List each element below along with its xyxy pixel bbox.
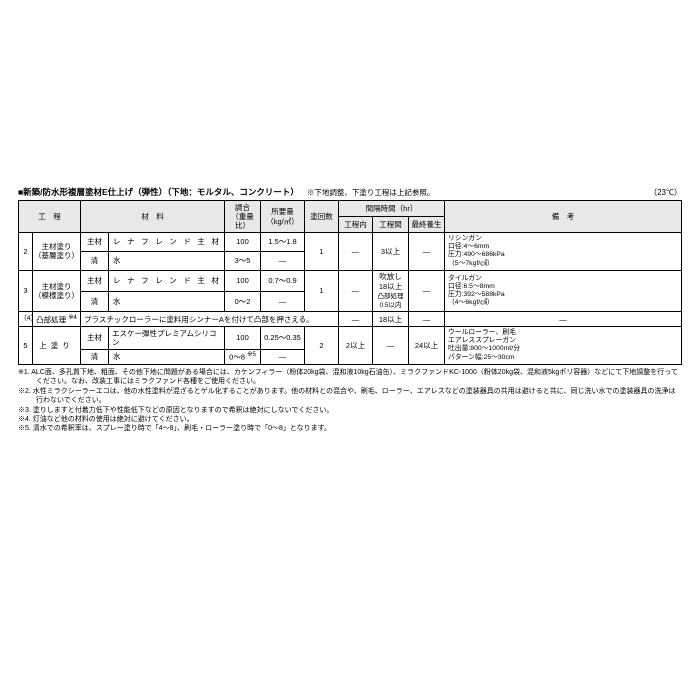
t-between: 18以上	[373, 312, 409, 327]
footnote-2: ※2. 水性ミラクシーラーエコは、他の水性塗料が混ざるとゲル化することがあります…	[18, 387, 682, 406]
footnote-3: ※3. 塗りしますと付着力低下や性能低下などの原因となりますので希釈は絶対にしな…	[18, 406, 682, 415]
col-material: 材 料	[81, 201, 225, 233]
required: —	[261, 291, 305, 312]
temperature-label: （23℃）	[649, 187, 682, 198]
table-row: 5 上塗り 主材 エスケー弾性プレミアムシリコン 100 0.25～0.35 2…	[19, 327, 682, 350]
mat-name: レナフレンド主材	[109, 233, 225, 252]
row-note: リシンガン 口径:4～6mm 圧力:490～686kPa （5～7kgf/㎠）	[445, 233, 682, 271]
ratio: 3～5	[225, 251, 261, 270]
t-final: 24以上	[409, 327, 445, 365]
step-proc: 主材塗り （模様塗り）	[33, 270, 81, 312]
ratio: 100	[225, 270, 261, 291]
mat-name: 水	[109, 291, 225, 312]
step-desc: プラスチックローラーに塗料用シンナーAを付けて凸部を押さえる。	[81, 312, 339, 327]
t-final: —	[409, 233, 445, 271]
required: 0.7～0.9	[261, 270, 305, 291]
col-t-in: 工程内	[339, 217, 373, 233]
footnote-4: ※4. 灯油など他の材料の使用は絶対に避けてください。	[18, 415, 682, 424]
t-between: 吹放し 18以上凸部処理 0.5以内	[373, 270, 409, 312]
col-t-between: 工程間	[373, 217, 409, 233]
table-row: （4） 凸部処理 ※4 プラスチックローラーに塗料用シンナーAを付けて凸部を押さ…	[19, 312, 682, 327]
mat-label: 主材	[81, 327, 109, 350]
header-row: 工 程 材 料 調合 （重量比） 所要量 （kg/㎡） 塗回数 間隔時間（hr）…	[19, 201, 682, 217]
mat-name: 水	[109, 251, 225, 270]
t-final: —	[409, 270, 445, 312]
mat-name: エスケー弾性プレミアムシリコン	[109, 327, 225, 350]
col-interval: 間隔時間（hr）	[339, 201, 445, 217]
required: 0.25～0.35	[261, 327, 305, 350]
row-note: タイルガン 口径:6.5～8mm 圧力:392～588kPa （4～6kgf/㎠…	[445, 270, 682, 312]
t-in: —	[339, 312, 373, 327]
count: 1	[305, 233, 339, 271]
ratio: 100	[225, 233, 261, 252]
step-num: 2	[19, 233, 33, 271]
ratio: 0～2	[225, 291, 261, 312]
step-num: 5	[19, 327, 33, 365]
footnote-1: ※1. ALC面、多孔質下地、粗面、その他下地に問題がある場合には、カケンフィラ…	[18, 368, 682, 387]
col-t-final: 最終養生	[409, 217, 445, 233]
ratio: 100	[225, 327, 261, 350]
step-num: （4）	[19, 312, 33, 327]
t-between: —	[373, 327, 409, 365]
t-in: 2以上	[339, 327, 373, 365]
mat-label: 清	[81, 291, 109, 312]
count: 1	[305, 270, 339, 312]
table-row: 2 主材塗り （基層塗り） 主材 レナフレンド主材 100 1.5～1.8 1 …	[19, 233, 682, 252]
section-subnote: ※下地調整、下塗り工程は上記参照。	[307, 187, 435, 198]
required: 1.5～1.8	[261, 233, 305, 252]
step-proc: 主材塗り （基層塗り）	[33, 233, 81, 271]
step-proc: 上塗り	[33, 327, 81, 365]
footnote-5: ※5. 清水での希釈率は、スプレー塗り時で「4～8」、刷毛・ローラー塗り時で「0…	[18, 424, 682, 433]
t-in: —	[339, 270, 373, 312]
required: —	[261, 251, 305, 270]
row-note: ウールローラー、刷毛 エアレススプレーガン 吐出量:800～1000mℓ/分 パ…	[445, 327, 682, 365]
t-between: 3以上	[373, 233, 409, 271]
row-note: —	[445, 312, 682, 327]
mat-label: 主材	[81, 233, 109, 252]
col-required: 所要量 （kg/㎡）	[261, 201, 305, 233]
col-note: 備 考	[445, 201, 682, 233]
footnotes: ※1. ALC面、多孔質下地、粗面、その他下地に問題がある場合には、カケンフィラ…	[18, 368, 682, 434]
mat-label: 主材	[81, 270, 109, 291]
col-count: 塗回数	[305, 201, 339, 233]
mat-label: 清	[81, 251, 109, 270]
col-process: 工 程	[19, 201, 81, 233]
spec-table: 工 程 材 料 調合 （重量比） 所要量 （kg/㎡） 塗回数 間隔時間（hr）…	[18, 200, 682, 365]
section-title: 新築/防水形複層塗材E仕上げ（弾性）（下地：モルタル、コンクリート）	[23, 187, 299, 197]
required: —	[261, 349, 305, 364]
step-num: 3	[19, 270, 33, 312]
count: 2	[305, 327, 339, 365]
col-ratio: 調合 （重量比）	[225, 201, 261, 233]
mat-name: 水	[109, 349, 225, 364]
mat-name: レナフレンド主材	[109, 270, 225, 291]
table-row: 3 主材塗り （模様塗り） 主材 レナフレンド主材 100 0.7～0.9 1 …	[19, 270, 682, 291]
ratio: 0～8 ※5	[225, 349, 261, 364]
mat-label: 清	[81, 349, 109, 364]
t-final: —	[409, 312, 445, 327]
step-proc: 凸部処理 ※4	[33, 312, 81, 327]
section-header: ■新築/防水形複層塗材E仕上げ（弾性）（下地：モルタル、コンクリート） ※下地調…	[18, 186, 682, 198]
t-in: —	[339, 233, 373, 271]
